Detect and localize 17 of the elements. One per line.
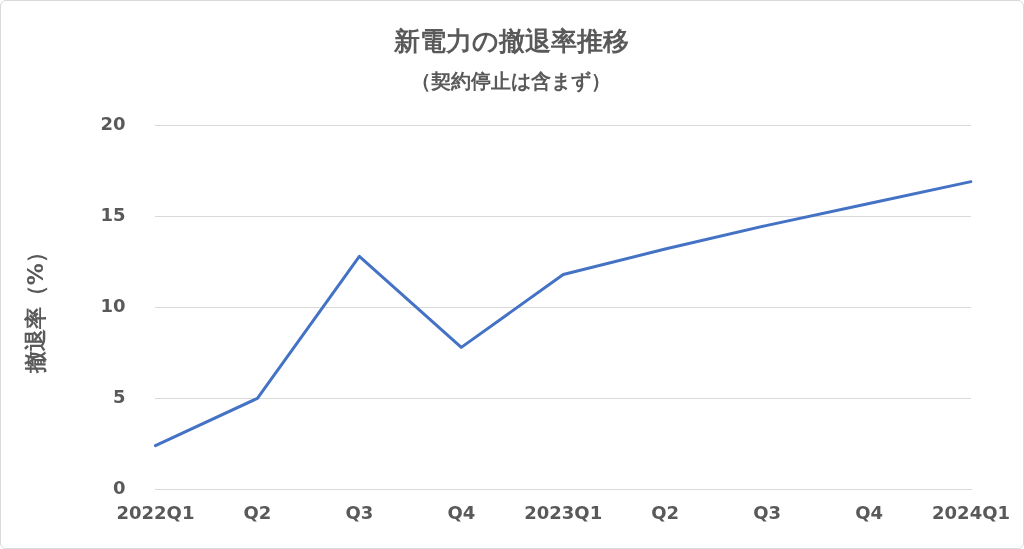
y-tick-label: 10 xyxy=(100,294,126,316)
y-tick-label: 20 xyxy=(100,112,126,134)
y-axis-title: 撤退率（%） xyxy=(22,241,48,375)
x-tick-label: Q2 xyxy=(651,501,680,523)
x-tick-label: Q2 xyxy=(243,501,272,523)
x-tick-label: Q3 xyxy=(345,501,374,523)
x-tick-label: Q4 xyxy=(447,501,476,523)
y-tick-label: 15 xyxy=(100,203,126,225)
x-tick-label: Q4 xyxy=(855,501,883,523)
chart-title: 新電力の撤退率推移 xyxy=(392,26,629,57)
y-tick-label: 5 xyxy=(112,386,126,408)
x-tick-label: 2023Q1 xyxy=(524,501,603,523)
x-tick-label: 2022Q1 xyxy=(116,501,195,523)
chart-subtitle: （契約停止は含まず） xyxy=(411,69,611,94)
x-tick-label: Q3 xyxy=(753,501,782,523)
x-tick-label: 2024Q1 xyxy=(932,501,1011,523)
y-tick-label: 0 xyxy=(112,477,126,499)
